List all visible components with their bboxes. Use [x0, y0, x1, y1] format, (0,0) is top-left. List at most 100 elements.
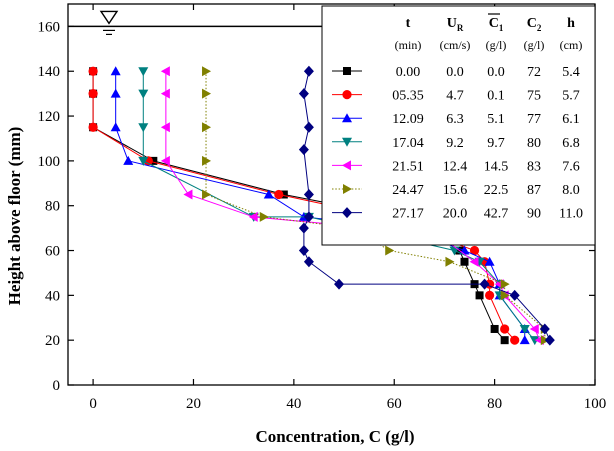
y-tick-label: 40: [45, 288, 60, 304]
legend-value: 6.3: [446, 112, 464, 127]
data-point: [469, 256, 479, 267]
y-tick-label: 80: [45, 199, 60, 215]
x-tick-label: 100: [584, 396, 607, 412]
legend-value: 83: [527, 159, 541, 174]
data-point: [123, 155, 134, 165]
legend-value: 20.0: [443, 207, 468, 222]
series-group: [88, 65, 555, 346]
data-point: [160, 122, 170, 133]
legend-row-4: 21.51 12.4 14.5 83 7.6: [332, 159, 580, 174]
data-point: [259, 211, 269, 222]
data-point: [475, 291, 484, 300]
legend-value: 90: [527, 207, 541, 222]
legend-value: 21.51: [392, 159, 424, 174]
legend-box: [321, 5, 596, 246]
data-point: [160, 88, 170, 99]
data-point: [298, 222, 309, 234]
legend-value: 27.17: [392, 207, 424, 222]
data-point: [202, 155, 212, 166]
data-point: [183, 189, 193, 200]
y-tick-label: 0: [53, 378, 61, 394]
data-point: [479, 278, 490, 290]
legend-unit: (cm): [560, 38, 583, 52]
legend-value: 5.4: [562, 65, 580, 80]
legend-value: 8.0: [562, 183, 580, 198]
legend-row-2: 12.09 6.3 5.1 77 6.1: [332, 112, 580, 127]
legend-value: 5.1: [487, 112, 505, 127]
data-point: [110, 122, 121, 132]
y-tick-label: 120: [38, 109, 61, 125]
data-point: [248, 211, 258, 222]
series-6: [298, 65, 555, 346]
legend-marker: [343, 184, 352, 194]
legend-value: 5.7: [562, 89, 580, 104]
data-point: [138, 89, 149, 99]
data-point: [263, 189, 274, 199]
data-point: [469, 245, 480, 256]
legend-row-5: 24.47 15.6 22.5 87 8.0: [332, 183, 580, 198]
data-point: [500, 336, 509, 345]
data-point: [110, 88, 121, 98]
data-point: [298, 144, 309, 156]
x-axis-label: Concentration, C (g/l): [255, 427, 414, 446]
legend-value: 14.5: [484, 159, 509, 174]
legend-value: 24.47: [392, 183, 424, 198]
data-point: [519, 324, 530, 334]
y-tick-label: 140: [38, 64, 61, 80]
legend-marker: [342, 90, 352, 100]
data-point: [160, 66, 170, 77]
legend-header: h: [567, 16, 575, 31]
data-point: [88, 89, 98, 99]
legend-value: 77: [527, 112, 541, 127]
legend-unit: (g/l): [486, 38, 507, 52]
legend-marker: [342, 113, 352, 123]
data-point: [202, 122, 212, 133]
data-point: [202, 189, 212, 200]
x-tick-label: 40: [286, 396, 301, 412]
data-point: [445, 256, 455, 267]
data-point: [298, 88, 309, 100]
data-point: [509, 289, 520, 301]
data-point: [149, 156, 158, 165]
legend-header-sub: 2: [537, 23, 542, 33]
legend-value: 6.8: [562, 136, 580, 151]
data-point: [519, 335, 530, 345]
legend-marker: [343, 67, 351, 75]
legend-value: 4.7: [446, 89, 464, 104]
legend-row-0: 0.00 0.0 0.0 72 5.4: [332, 65, 580, 80]
data-point: [298, 245, 309, 257]
x-tick-label: 80: [487, 396, 502, 412]
data-point: [303, 211, 314, 223]
legend-marker: [342, 160, 351, 171]
data-point: [88, 122, 98, 132]
series-5: [202, 66, 550, 346]
legend-value: 0.0: [487, 65, 505, 80]
legend-row-3: 17.04 9.2 9.7 80 6.8: [332, 136, 580, 151]
data-point: [303, 256, 314, 268]
data-point: [500, 290, 510, 301]
data-point: [460, 257, 469, 266]
data-point: [500, 279, 510, 290]
legend-value: 75: [527, 89, 541, 104]
legend-unit: (cm/s): [440, 38, 471, 52]
legend-marker: [342, 207, 352, 219]
y-tick-label: 160: [38, 19, 61, 35]
legend-value: 22.5: [484, 183, 509, 198]
data-point: [303, 189, 314, 200]
data-point: [484, 256, 495, 266]
data-point: [500, 324, 510, 334]
data-point: [303, 121, 314, 133]
y-axis-label: Height above floor (mm): [5, 127, 24, 306]
legend-marker: [342, 137, 352, 147]
y-tick-label: 60: [45, 244, 60, 260]
data-point: [485, 290, 495, 300]
data-point: [279, 190, 288, 199]
legend-unit: (min): [395, 38, 422, 52]
data-point: [544, 334, 555, 346]
legend-value: 80: [527, 136, 541, 151]
data-point: [539, 323, 550, 335]
data-point: [490, 324, 499, 333]
data-point: [303, 65, 314, 77]
legend-value: 42.7: [484, 207, 509, 222]
